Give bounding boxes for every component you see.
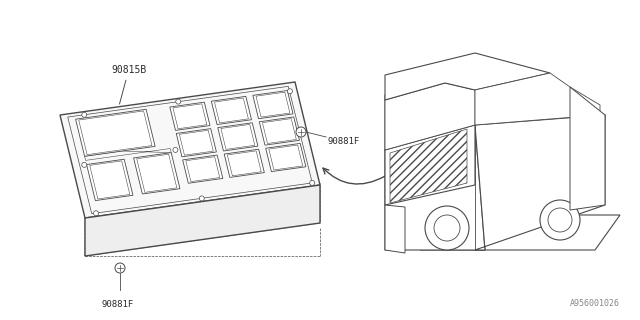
Polygon shape [84,148,172,160]
Circle shape [298,130,303,135]
Polygon shape [134,153,180,194]
Polygon shape [385,83,475,150]
Polygon shape [420,215,620,250]
Polygon shape [475,73,600,125]
Polygon shape [90,161,130,199]
Polygon shape [170,102,210,130]
Text: 90881F: 90881F [102,300,134,309]
Text: 90881F: 90881F [328,137,360,146]
Polygon shape [211,96,252,124]
Text: 90815B: 90815B [111,65,147,104]
Polygon shape [420,145,445,250]
Circle shape [82,112,87,117]
Polygon shape [60,82,320,218]
Polygon shape [86,159,133,201]
Polygon shape [182,155,223,183]
Polygon shape [253,91,293,119]
Circle shape [173,148,178,152]
Circle shape [176,99,180,104]
Polygon shape [256,92,290,117]
Polygon shape [570,87,605,210]
Polygon shape [224,149,264,177]
Polygon shape [214,98,248,123]
Polygon shape [85,185,320,256]
Circle shape [115,263,125,273]
Circle shape [82,162,87,167]
Polygon shape [385,205,405,253]
Polygon shape [385,125,475,205]
Polygon shape [385,125,485,250]
Circle shape [296,127,306,137]
Polygon shape [266,143,306,172]
Polygon shape [179,130,213,155]
Circle shape [425,206,469,250]
Polygon shape [269,145,303,170]
Polygon shape [385,73,605,160]
Polygon shape [68,86,312,214]
Polygon shape [79,111,152,155]
Polygon shape [76,109,155,156]
Polygon shape [385,53,550,100]
Polygon shape [475,115,605,250]
Circle shape [310,180,315,185]
Polygon shape [390,129,467,203]
Circle shape [199,196,204,201]
Polygon shape [259,117,300,145]
Circle shape [93,211,99,216]
Polygon shape [221,124,255,149]
Polygon shape [137,154,177,192]
Circle shape [540,200,580,240]
Polygon shape [227,151,261,176]
Polygon shape [218,123,258,151]
Text: A956001026: A956001026 [570,299,620,308]
Circle shape [287,89,292,94]
Polygon shape [176,129,216,157]
Polygon shape [186,157,220,182]
Polygon shape [262,119,296,144]
Polygon shape [85,185,320,256]
Polygon shape [173,104,207,129]
